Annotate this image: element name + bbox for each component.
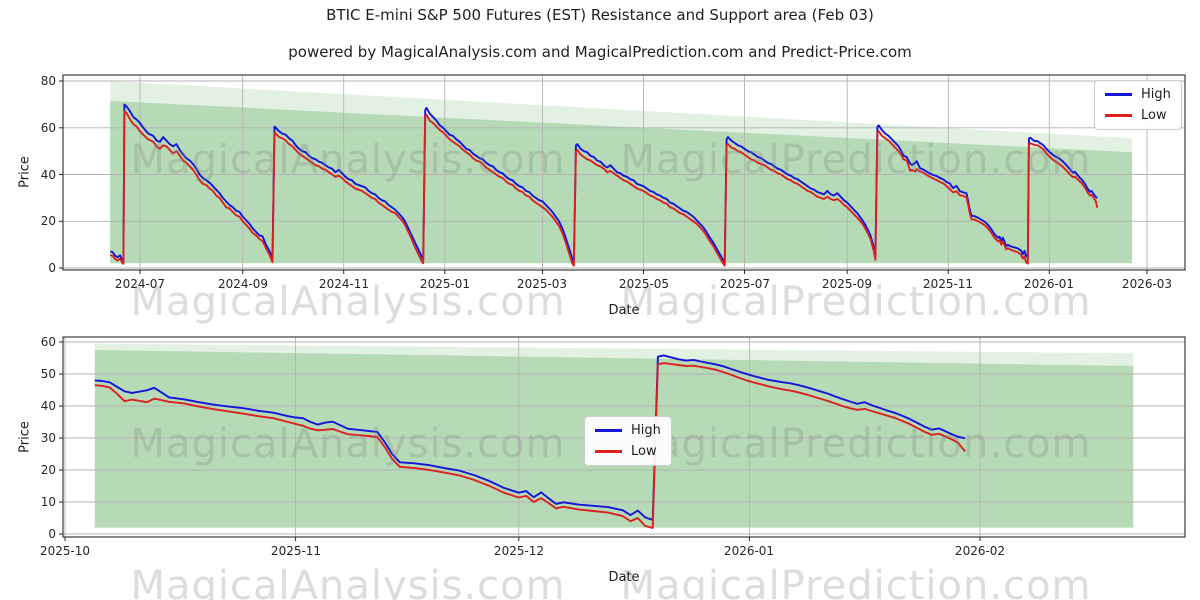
legend-low-label: Low bbox=[631, 444, 657, 459]
x-tick-label: 2025-11 bbox=[922, 277, 974, 291]
high-line bbox=[94, 354, 966, 521]
legend-high-label: High bbox=[631, 423, 661, 438]
top-chart-axes bbox=[59, 74, 1186, 274]
x-tick-label: 2024-09 bbox=[217, 277, 269, 291]
x-tick-label: 2025-05 bbox=[618, 277, 670, 291]
legend-item-high: High bbox=[1105, 87, 1171, 102]
x-tick-label: 2025-09 bbox=[821, 277, 873, 291]
x-tick-label: 2025-10 bbox=[39, 544, 91, 558]
legend-bottom-chart: High Low bbox=[584, 416, 672, 466]
x-axis-label-top: Date bbox=[608, 303, 640, 318]
y-tick-label: 10 bbox=[40, 495, 56, 509]
y-tick-label: 0 bbox=[48, 527, 56, 541]
y-tick-label: 80 bbox=[40, 74, 56, 88]
axes-spines bbox=[62, 74, 1186, 271]
x-tick-label: 2026-02 bbox=[954, 544, 1006, 558]
x-tick-label: 2026-01 bbox=[723, 544, 775, 558]
legend-item-low: Low bbox=[595, 444, 661, 459]
x-tick-label: 2026-03 bbox=[1121, 277, 1173, 291]
x-tick-label: 2025-03 bbox=[516, 277, 568, 291]
high-line-swatch-icon bbox=[595, 429, 622, 432]
y-tick-label: 30 bbox=[40, 431, 56, 445]
x-tick-label: 2024-11 bbox=[318, 277, 370, 291]
x-tick-label: 2024-07 bbox=[114, 277, 166, 291]
y-tick-label: 40 bbox=[40, 399, 56, 413]
y-tick-label: 40 bbox=[40, 168, 56, 182]
y-tick-label: 60 bbox=[40, 121, 56, 135]
legend-low-label: Low bbox=[1141, 108, 1167, 123]
x-tick-label: 2025-01 bbox=[419, 277, 471, 291]
axes-spines bbox=[62, 336, 1186, 538]
x-tick-label: 2025-07 bbox=[719, 277, 771, 291]
low-line bbox=[94, 362, 966, 529]
legend-item-low: Low bbox=[1105, 108, 1171, 123]
page-title: BTIC E-mini S&P 500 Futures (EST) Resist… bbox=[326, 6, 874, 24]
legend-high-label: High bbox=[1141, 87, 1171, 102]
y-tick-label: 20 bbox=[40, 214, 56, 228]
y-tick-label: 60 bbox=[40, 335, 56, 349]
page-subtitle: powered by MagicalAnalysis.com and Magic… bbox=[288, 43, 912, 61]
legend-item-high: High bbox=[595, 423, 661, 438]
low-line-swatch-icon bbox=[1105, 114, 1132, 117]
y-tick-label: 20 bbox=[40, 463, 56, 477]
low-line-swatch-icon bbox=[595, 450, 622, 453]
high-line-swatch-icon bbox=[1105, 93, 1132, 96]
x-tick-label: 2026-01 bbox=[1023, 277, 1075, 291]
low-line bbox=[109, 110, 1099, 267]
high-line bbox=[110, 103, 1098, 265]
x-tick-label: 2025-11 bbox=[270, 544, 322, 558]
y-tick-label: 0 bbox=[48, 261, 56, 275]
legend-top-chart: High Low bbox=[1094, 80, 1182, 130]
x-tick-label: 2025-12 bbox=[493, 544, 545, 558]
y-tick-label: 50 bbox=[40, 367, 56, 381]
x-axis-label-bottom: Date bbox=[608, 570, 640, 585]
